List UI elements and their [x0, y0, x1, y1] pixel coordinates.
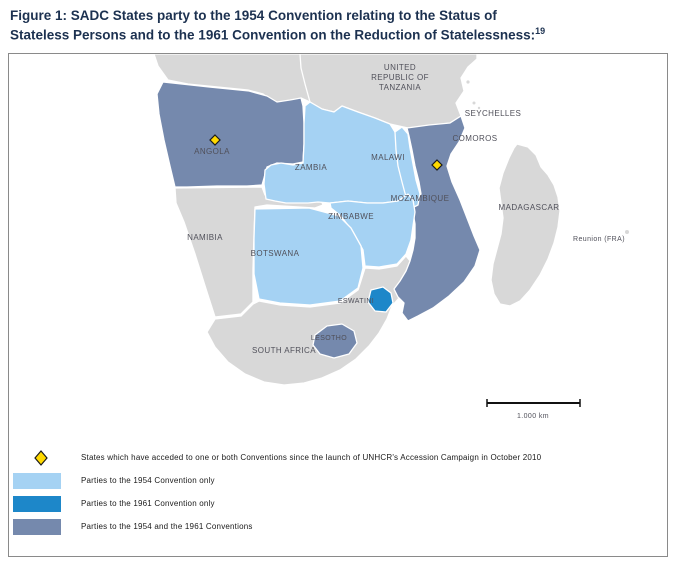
legend-row-accession: States which have acceded to one or both… [9, 449, 667, 466]
legend-swatch-both [9, 518, 73, 535]
label-tanzania-2: REPUBLIC OF [371, 73, 429, 82]
label-namibia: NAMIBIA [187, 233, 223, 242]
map-canvas: UNITED REPUBLIC OF TANZANIA SEYCHELLES C… [153, 53, 629, 420]
label-seychelles: SEYCHELLES [465, 109, 521, 118]
island-zanzibar [466, 80, 470, 84]
accession-diamond-icon [9, 449, 73, 466]
country-botswana [253, 207, 364, 306]
label-eswatini: ESWATINI [338, 298, 374, 305]
label-angola: ANGOLA [194, 147, 230, 156]
country-angola [156, 81, 305, 188]
country-eswatini [367, 286, 394, 313]
island-reunion [625, 229, 629, 234]
scale-bar: 1.000 km [486, 398, 581, 420]
country-lesotho [312, 323, 358, 359]
legend-swatch-1961-only [9, 495, 73, 512]
label-madagascar: MADAGASCAR [499, 203, 560, 212]
scale-label: 1.000 km [517, 413, 549, 420]
legend-swatch-1954-only [9, 472, 73, 489]
legend-row-1954-only: Parties to the 1954 Convention only [9, 472, 667, 489]
label-tanzania-3: TANZANIA [379, 83, 421, 92]
label-zambia: ZAMBIA [295, 163, 327, 172]
footnote-ref: 19 [535, 26, 546, 37]
legend-label-1961-only: Parties to the 1961 Convention only [81, 499, 215, 509]
legend-label-accession: States which have acceded to one or both… [81, 453, 542, 463]
label-south-africa: SOUTH AFRICA [252, 346, 316, 355]
legend-label-both: Parties to the 1954 and the 1961 Convent… [81, 522, 253, 532]
label-botswana: BOTSWANA [251, 249, 300, 258]
figure-title: Figure 1: SADC States party to the 1954 … [10, 6, 666, 45]
legend-row-both: Parties to the 1954 and the 1961 Convent… [9, 518, 667, 535]
label-reunion: Reunion (FRA) [573, 236, 625, 243]
accession-marker-mozambique [431, 158, 443, 171]
label-zimbabwe: ZIMBABWE [328, 212, 374, 221]
island-seychelles-1 [472, 101, 476, 105]
legend-label-1954-only: Parties to the 1954 Convention only [81, 476, 215, 486]
country-madagascar [490, 143, 561, 307]
figure-title-line2: Stateless Persons and to the 1961 Conven… [10, 26, 546, 43]
label-lesotho: LESOTHO [311, 335, 347, 342]
figure-title-line1: Figure 1: SADC States party to the 1954 … [10, 8, 497, 23]
island-seychelles-2 [477, 106, 481, 110]
label-tanzania-1: UNITED [384, 63, 416, 72]
legend: States which have acceded to one or both… [9, 440, 667, 535]
label-malawi: MALAWI [371, 153, 405, 162]
legend-row-1961-only: Parties to the 1961 Convention only [9, 495, 667, 512]
label-comoros: COMOROS [452, 134, 497, 143]
country-malawi [394, 126, 421, 210]
label-mozambique: MOZAMBIQUE [391, 194, 450, 203]
map-figure-box: UNITED REPUBLIC OF TANZANIA SEYCHELLES C… [8, 52, 668, 557]
accession-marker-angola [209, 133, 221, 146]
